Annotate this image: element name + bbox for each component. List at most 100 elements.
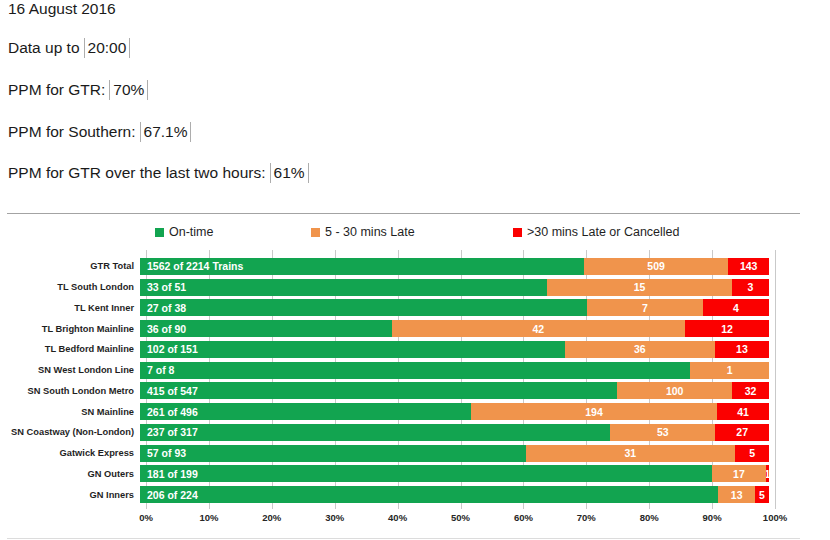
legend-label: 5 - 30 mins Late	[325, 225, 415, 239]
segment-late: 42	[392, 320, 686, 337]
legend-item: 5 - 30 mins Late	[311, 225, 415, 239]
stacked-bar: 415 of 54710032	[140, 382, 769, 399]
legend-item: >30 mins Late or Cancelled	[513, 225, 680, 239]
stacked-bar: 7 of 8 1	[140, 362, 769, 379]
x-tick-label: 70%	[577, 512, 596, 523]
bar-row: SN South London Metro415 of 54710032	[0, 381, 775, 402]
stacked-bar: 102 of 151 3613	[140, 341, 769, 358]
bar-row: TL South London33 of 51153	[0, 277, 775, 298]
header-field-value[interactable]: 20:00	[84, 38, 131, 58]
bar-row: GN Outers181 of 199171	[0, 464, 775, 485]
category-label: SN Coastway (Non-London)	[0, 427, 140, 437]
bar-value-label: 7 of 8	[147, 364, 174, 376]
header-line-label: PPM for GTR:	[8, 81, 105, 98]
bar-row: TL Bedford Mainline 102 of 151 3613	[0, 339, 775, 360]
bar-row: SN Coastway (Non-London)237 of 3175327	[0, 422, 775, 443]
category-label: GTR Total	[0, 261, 140, 271]
stacked-bar: 57 of 93315	[140, 445, 769, 462]
x-tick-label: 80%	[640, 512, 659, 523]
bar-value-label: 102 of 151	[147, 343, 198, 355]
bar-row: Gatwick Express57 of 93315	[0, 443, 775, 464]
bar-value-label: 3	[748, 281, 754, 293]
bar-value-label: 4	[733, 302, 739, 314]
segment-late: 7	[587, 299, 703, 316]
x-tick-label: 10%	[199, 512, 218, 523]
segment-cancelled: 32	[732, 382, 769, 399]
segment-ontime: 1562 of 2214 Trains	[140, 258, 584, 275]
segment-late: 36	[565, 341, 715, 358]
segment-ontime: 415 of 547	[140, 382, 617, 399]
bar-rows: GTR Total1562 of 2214 Trains509143TL Sou…	[0, 256, 775, 505]
legend-label: On-time	[169, 225, 213, 239]
stacked-bar: 261 of 496 194 41	[140, 403, 769, 420]
bar-value-label: 31	[625, 447, 637, 459]
segment-cancelled: 5	[735, 445, 769, 462]
bar-value-label: 7	[642, 302, 648, 314]
bar-value-label: 53	[657, 426, 669, 438]
x-tick-label: 50%	[451, 512, 470, 523]
x-axis: 0%10%20%30%40%50%60%70%80%90%100%	[146, 512, 775, 526]
segment-cancelled: 5	[755, 486, 769, 503]
segment-cancelled: 12	[685, 320, 769, 337]
segment-ontime: 237 of 317	[140, 424, 610, 441]
report-page: 16 August 2016 Data up to20:00PPM for GT…	[0, 0, 830, 540]
segment-late: 53	[610, 424, 715, 441]
bar-value-label: 12	[721, 323, 733, 335]
bar-value-label: 5	[759, 489, 765, 501]
legend-label: >30 mins Late or Cancelled	[527, 225, 680, 239]
segment-cancelled: 13	[715, 341, 769, 358]
x-tick-label: 40%	[388, 512, 407, 523]
bar-value-label: 181 of 199	[147, 468, 198, 480]
segment-ontime: 7 of 8	[140, 362, 690, 379]
stacked-bar: 237 of 3175327	[140, 424, 769, 441]
bar-value-label: 1	[727, 364, 733, 376]
bar-row: SN Mainline261 of 496 194 41	[0, 401, 775, 422]
header-field-value[interactable]: 61%	[270, 163, 309, 183]
header-line: PPM for GTR over the last two hours:61%	[8, 163, 309, 183]
bar-value-label: 17	[733, 468, 745, 480]
bar-value-label: 13	[731, 489, 743, 501]
legend-swatch	[311, 228, 320, 237]
segment-ontime: 261 of 496	[140, 403, 471, 420]
header-line-label: PPM for Southern:	[8, 123, 136, 140]
gridline	[775, 250, 776, 509]
segment-cancelled: 3	[732, 279, 769, 296]
legend-swatch	[513, 228, 522, 237]
bar-value-label: 36 of 90	[147, 323, 186, 335]
chart-frame-bottom-border	[7, 538, 800, 539]
header-line: Data up to20:00	[8, 38, 130, 58]
segment-late: 17	[712, 465, 766, 482]
segment-ontime: 27 of 38	[140, 299, 587, 316]
category-label: TL Bedford Mainline	[0, 344, 140, 354]
bar-value-label: 1	[766, 468, 769, 480]
category-label: SN Mainline	[0, 407, 140, 417]
segment-late: 509	[584, 258, 729, 275]
bar-value-label: 1562 of 2214 Trains	[147, 260, 243, 272]
bar-value-label: 509	[647, 260, 665, 272]
segment-late: 1	[690, 362, 769, 379]
header-field-value[interactable]: 67.1%	[140, 122, 192, 142]
segment-late: 13	[718, 486, 755, 503]
bar-value-label: 33 of 51	[147, 281, 186, 293]
segment-late: 15	[547, 279, 732, 296]
bar-value-label: 143	[740, 260, 758, 272]
segment-ontime: 36 of 90	[140, 320, 392, 337]
header-line-label: PPM for GTR over the last two hours:	[8, 164, 266, 181]
bar-value-label: 5	[749, 447, 755, 459]
bar-value-label: 194	[585, 406, 603, 418]
stacked-bar: 206 of 224135	[140, 486, 769, 503]
segment-late: 100	[617, 382, 732, 399]
header-line: PPM for GTR:70%	[8, 80, 148, 100]
chart-legend: On-time 5 - 30 mins Late >30 mins Late or …	[0, 225, 830, 243]
x-tick-label: 100%	[763, 512, 787, 523]
header-line: PPM for Southern:67.1%	[8, 122, 191, 142]
bar-value-label: 27 of 38	[147, 302, 186, 314]
segment-cancelled: 41	[717, 403, 769, 420]
segment-ontime: 102 of 151	[140, 341, 565, 358]
segment-late: 194	[471, 403, 717, 420]
bar-row: TL Brighton Mainline36 of 904212	[0, 318, 775, 339]
x-tick-label: 30%	[325, 512, 344, 523]
bar-value-label: 15	[634, 281, 646, 293]
chart-frame-top-border	[7, 213, 800, 214]
header-field-value[interactable]: 70%	[109, 80, 148, 100]
